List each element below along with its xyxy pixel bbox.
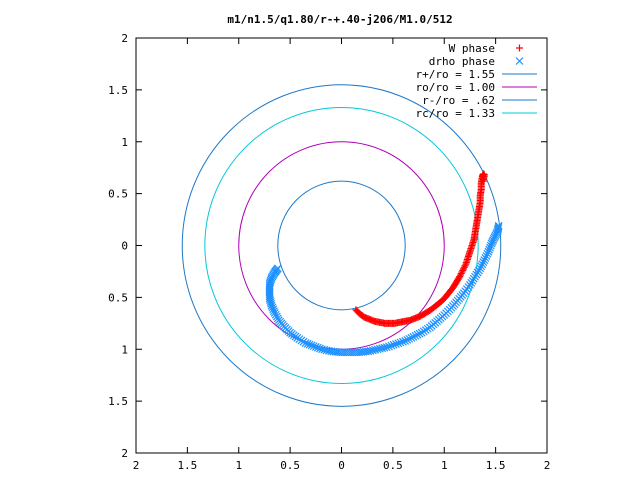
data-point [409,332,418,341]
x-tick-label: 0.5 [280,459,300,472]
data-point [315,344,324,353]
y-tick-label: 2 [121,32,128,45]
legend-label: W phase [449,42,495,55]
data-point [322,346,331,355]
data-point [415,329,424,338]
legend-marker [516,44,523,52]
data-point [482,251,491,260]
legend-label: rc/ro = 1.33 [416,107,495,120]
x-tick-label: 2 [133,459,140,472]
radius-circle [181,84,502,407]
y-tick-label: 2 [121,447,128,460]
series-drho-phase [265,221,503,357]
data-point [456,271,464,279]
data-point [461,262,469,270]
x-axis: 2 1.5 1 0.5 0 0.5 1 1.5 2 [133,38,551,472]
y-tick-label: 0.5 [108,188,128,201]
data-point [413,330,422,339]
data-point [494,224,503,233]
data-point [382,343,391,352]
data-point [460,263,468,271]
data-point [457,270,465,278]
data-point [459,266,467,274]
radius-circles [181,84,502,407]
legend-marker [515,57,524,65]
data-point [403,335,412,344]
data-point [364,347,373,356]
y-tick-label: 1.5 [108,395,128,408]
data-point [485,245,494,254]
data-point [389,340,398,349]
y-tick-label: 0.5 [108,291,128,304]
data-point [478,260,487,269]
y-tick-label: 1 [121,136,128,149]
data-point [479,177,487,185]
chart-title: m1/n1.5/q1.80/r-+.40-j206/M1.0/512 [227,13,452,26]
data-point [477,262,486,271]
x-tick-label: 0 [338,459,345,472]
x-tick-label: 2 [544,459,551,472]
data-point [481,254,490,262]
data-point [309,342,318,351]
data-point [401,337,410,345]
data-point [387,341,396,350]
data-point [366,346,375,355]
data-point [380,343,389,352]
data-point [483,249,492,258]
data-point [313,343,322,352]
legend-label: r+/ro = 1.55 [416,68,495,81]
data-point [385,342,393,351]
radius-circle [277,180,406,311]
data-point [411,331,420,340]
x-tick-label: 1 [235,459,242,472]
data-point [368,346,377,355]
data-point [320,345,329,354]
y-axis: 2 1.5 1 0.5 0 0.5 1 1.5 2 [108,32,547,460]
x-tick-label: 1 [441,459,448,472]
data-point [392,340,400,348]
data-point [303,339,312,348]
legend-label: drho phase [429,55,495,68]
data-point [494,221,503,230]
data-point [398,337,407,346]
series-w-phase [352,170,488,327]
phase-series [265,170,503,357]
data-point [458,268,466,276]
radius-circle [204,107,479,384]
y-tick-label: 0 [121,240,128,253]
data-point [486,243,494,252]
data-point [318,345,326,354]
legend-label: ro/ro = 1.00 [416,81,495,94]
legend-label: r-/ro = .62 [422,94,495,107]
y-tick-label: 1.5 [108,84,128,97]
y-tick-label: 1 [121,343,128,356]
data-point [371,345,380,354]
data-point [456,273,464,281]
x-tick-label: 0.5 [383,459,403,472]
data-point [305,340,314,349]
data-point [396,338,405,347]
data-point [484,247,493,256]
data-point [407,333,416,342]
data-point [476,264,485,273]
data-point [460,265,468,273]
data-point [375,344,384,353]
x-tick-label: 1.5 [177,459,197,472]
data-point [373,345,382,354]
data-point [301,339,310,347]
data-point [311,342,320,351]
data-point [405,334,414,343]
data-point [307,341,316,350]
data-point [479,258,488,267]
x-tick-label: 1.5 [486,459,506,472]
data-point [494,223,503,232]
data-point [480,256,489,264]
data-point [394,339,403,348]
data-point [378,344,387,353]
